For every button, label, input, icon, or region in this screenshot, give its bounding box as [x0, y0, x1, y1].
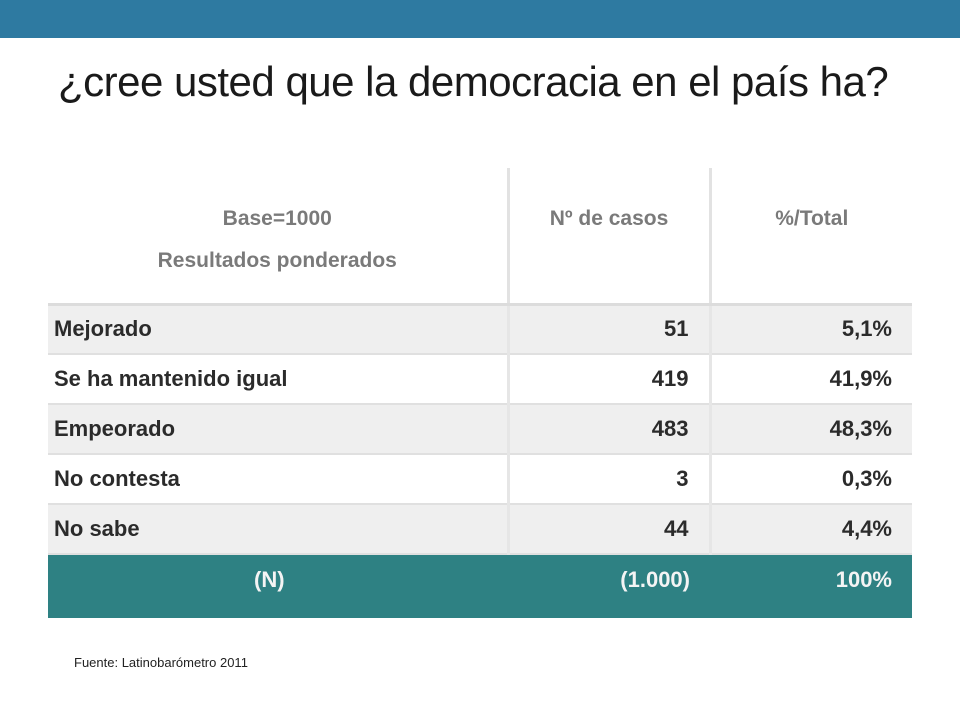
header-percent: %/Total [710, 168, 912, 306]
row-percent: 4,4% [710, 504, 912, 555]
header-percent-label: %/Total [775, 207, 849, 230]
row-percent: 5,1% [710, 304, 912, 355]
table-row: No sabe 44 4,4% [48, 504, 912, 555]
total-percent: 100% [710, 554, 912, 618]
row-cases: 3 [508, 454, 712, 505]
table-row: Se ha mantenido igual 419 41,9% [48, 354, 912, 405]
slide-title: ¿cree usted que la democracia en el país… [58, 58, 889, 105]
row-label: No contesta [48, 454, 510, 505]
row-cases: 44 [508, 504, 712, 555]
table-row: Mejorado 51 5,1% [48, 304, 912, 355]
row-cases: 419 [508, 354, 712, 405]
table-row: No contesta 3 0,3% [48, 454, 912, 505]
row-label: Se ha mantenido igual [48, 354, 510, 405]
source-note: Fuente: Latinobarómetro 2011 [74, 655, 248, 670]
total-row: (N) (1.000) 100% [48, 554, 912, 618]
row-label: Mejorado [48, 304, 510, 355]
results-table: Base=1000 Resultados ponderados Nº de ca… [48, 168, 912, 618]
table-header-row: Base=1000 Resultados ponderados Nº de ca… [48, 168, 912, 306]
row-label: Empeorado [48, 404, 510, 455]
header-weighted-line: Resultados ponderados [157, 249, 397, 272]
header-base: Base=1000 Resultados ponderados [48, 168, 510, 306]
row-percent: 48,3% [710, 404, 912, 455]
row-percent: 0,3% [710, 454, 912, 505]
header-cases-label: Nº de casos [549, 207, 669, 230]
data-table: Base=1000 Resultados ponderados Nº de ca… [48, 168, 912, 618]
row-percent: 41,9% [710, 354, 912, 405]
total-label: (N) [48, 554, 508, 618]
table-row: Empeorado 483 48,3% [48, 404, 912, 455]
header-base-line: Base=1000 [222, 207, 332, 230]
row-cases: 483 [508, 404, 712, 455]
total-cases: (1.000) [508, 554, 710, 618]
header-bar [0, 0, 960, 38]
row-label: No sabe [48, 504, 510, 555]
row-cases: 51 [508, 304, 712, 355]
header-cases: Nº de casos [508, 168, 712, 306]
